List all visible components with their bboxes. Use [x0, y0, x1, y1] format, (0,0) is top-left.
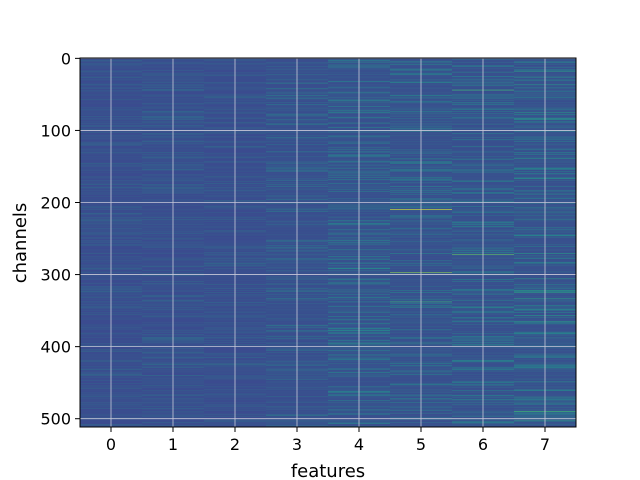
- plot-area: [80, 58, 576, 427]
- y-tick-label: 0: [61, 49, 71, 68]
- y-axis-ticks: 0 100 200 300 400 500: [40, 49, 80, 429]
- x-axis-ticks: 0 1 2 3 4 5 6 7: [106, 427, 550, 454]
- x-tick-label: 0: [106, 435, 116, 454]
- axes-border: [79, 57, 577, 428]
- y-tick-label: 400: [40, 338, 71, 357]
- x-tick-label: 6: [478, 435, 488, 454]
- y-tick-label: 300: [40, 266, 71, 285]
- x-tick-label: 2: [230, 435, 240, 454]
- y-axis-label: channels: [10, 203, 31, 284]
- x-tick-label: 3: [292, 435, 302, 454]
- y-tick-label: 500: [40, 410, 71, 429]
- x-tick-label: 5: [416, 435, 426, 454]
- x-axis-label: features: [291, 461, 365, 480]
- axis-frame: [79, 57, 577, 428]
- x-tick-label: 7: [540, 435, 550, 454]
- y-tick-label: 100: [40, 121, 71, 140]
- y-tick-label: 200: [40, 194, 71, 213]
- x-tick-label: 1: [168, 435, 178, 454]
- x-tick-label: 4: [354, 435, 364, 454]
